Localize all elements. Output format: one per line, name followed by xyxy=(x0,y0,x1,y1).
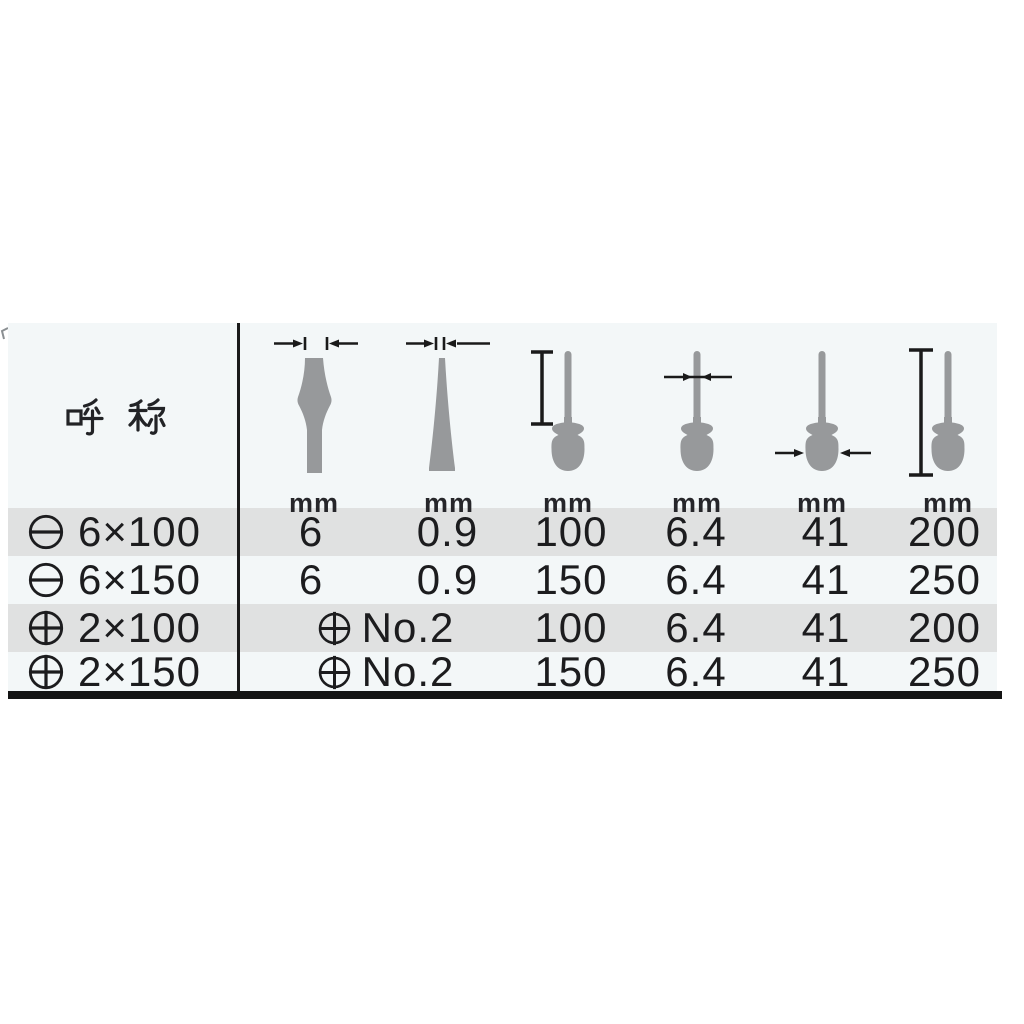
blade-width-value: 6 xyxy=(298,508,324,555)
handle-diameter-value: 41 xyxy=(801,604,851,651)
unit-label: mm xyxy=(796,488,847,518)
shaft-length-icon xyxy=(531,350,585,471)
unit-label: mm xyxy=(922,488,973,518)
table-row: 6×100 6 0.9 100 6.4 41 200 xyxy=(8,508,997,556)
shaft-diameter-value: 6.4 xyxy=(665,604,727,651)
table-row: 6×150 6 0.9 150 6.4 41 250 xyxy=(8,556,997,604)
phillips-tip-icon xyxy=(318,655,350,689)
phillips-tip-size: No.2 xyxy=(249,604,522,652)
tip-size-label: No.2 xyxy=(361,648,455,695)
shaft-diameter-value: 6.4 xyxy=(665,508,727,555)
handle-diameter-icon xyxy=(775,351,871,471)
handle-diameter-value: 41 xyxy=(801,648,851,695)
blade-thickness-value: 0.9 xyxy=(416,556,479,603)
row-name-label: 2×150 xyxy=(78,648,201,695)
unit-label: mm xyxy=(671,488,722,518)
row-name: 6×150 xyxy=(8,556,237,604)
blade-thickness-icon xyxy=(406,337,490,471)
column-divider-line xyxy=(237,323,240,692)
shaft-length-value: 150 xyxy=(534,556,608,603)
shaft-length-value: 100 xyxy=(534,604,608,651)
row-name-label: 6×150 xyxy=(78,556,201,603)
print-artifact-mark xyxy=(0,326,10,347)
shaft-diameter-value: 6.4 xyxy=(665,556,727,603)
slotted-tip-icon xyxy=(28,562,64,598)
unit-label: mm xyxy=(423,488,474,518)
phillips-tip-size: No.2 xyxy=(249,648,522,695)
row-name-label: 6×100 xyxy=(78,508,201,555)
table-row: 2×100 No.2 100 6.4 41 200 xyxy=(8,604,997,652)
row-name: 2×150 xyxy=(8,648,237,695)
row-name: 2×100 xyxy=(8,604,237,652)
overall-length-value: 250 xyxy=(907,556,982,603)
handle-diameter-value: 41 xyxy=(801,508,851,555)
shaft-length-value: 150 xyxy=(534,648,608,695)
screwdriver-spec-table: mm mm xyxy=(8,323,997,695)
header-col-shaft-diameter: mm xyxy=(632,337,762,518)
phillips-tip-icon xyxy=(28,654,64,690)
overall-length-value: 200 xyxy=(907,604,982,651)
table-header: mm mm xyxy=(8,323,997,518)
header-col-blade-width: mm xyxy=(249,337,379,518)
table-row: 2×150 No.2 150 6.4 41 250 xyxy=(8,648,997,695)
handle-diameter-value: 41 xyxy=(801,556,851,603)
tip-size-label: No.2 xyxy=(361,604,455,651)
overall-length-value: 200 xyxy=(907,508,982,555)
shaft-diameter-value: 6.4 xyxy=(665,648,727,695)
table-bottom-border xyxy=(8,691,1002,699)
header-col-shaft-length: mm xyxy=(503,337,633,518)
row-name: 6×100 xyxy=(8,508,237,556)
unit-label: mm xyxy=(542,488,593,518)
unit-label: mm xyxy=(288,488,339,518)
overall-length-value: 250 xyxy=(907,648,982,695)
shaft-length-value: 100 xyxy=(534,508,608,555)
blade-width-icon xyxy=(274,337,358,473)
header-col-handle-diameter: mm xyxy=(757,337,887,518)
shaft-diameter-icon xyxy=(664,351,732,471)
slotted-tip-icon xyxy=(28,514,64,550)
phillips-tip-icon xyxy=(28,610,64,646)
row-name-label: 2×100 xyxy=(78,604,201,651)
blade-thickness-value: 0.9 xyxy=(416,508,479,555)
name-header-kanji xyxy=(66,398,166,436)
blade-width-value: 6 xyxy=(298,556,324,603)
phillips-tip-icon xyxy=(318,611,350,645)
header-col-blade-thickness: mm xyxy=(384,337,514,518)
header-col-overall-length: mm xyxy=(883,337,1013,518)
overall-length-icon xyxy=(909,348,965,477)
